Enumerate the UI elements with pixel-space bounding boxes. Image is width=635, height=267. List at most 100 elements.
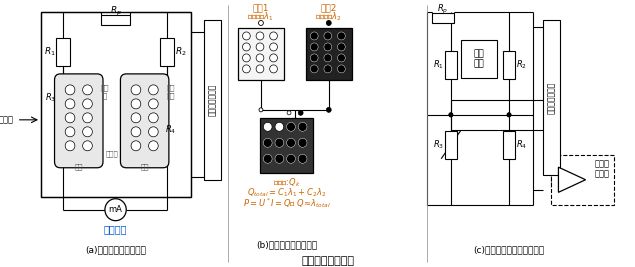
- Circle shape: [324, 43, 331, 51]
- Text: 样气
出: 样气 出: [101, 85, 109, 99]
- Text: 参比
气出: 参比 气出: [166, 85, 175, 99]
- Text: (c)双臂参比型电路连接示例: (c)双臂参比型电路连接示例: [474, 245, 545, 254]
- Circle shape: [337, 43, 345, 51]
- Circle shape: [507, 113, 511, 117]
- Bar: [432, 13, 454, 23]
- Text: 测量: 测量: [74, 163, 83, 170]
- Text: 混合气:$Q_k$: 混合气:$Q_k$: [272, 176, 300, 189]
- Circle shape: [286, 154, 295, 163]
- Text: mA: mA: [109, 205, 123, 214]
- Circle shape: [65, 85, 75, 95]
- FancyBboxPatch shape: [121, 74, 169, 168]
- Circle shape: [270, 54, 277, 62]
- Text: $R_p$: $R_p$: [110, 5, 121, 18]
- Circle shape: [243, 32, 250, 40]
- Circle shape: [275, 154, 284, 163]
- Circle shape: [311, 54, 318, 62]
- Text: 恒压源或恒流源: 恒压源或恒流源: [547, 81, 556, 113]
- Text: 零点
调节: 零点 调节: [474, 49, 485, 69]
- Text: $Q_{total}=C_1λ_1+C_2λ_2$: $Q_{total}=C_1λ_1+C_2λ_2$: [247, 186, 326, 199]
- Circle shape: [298, 122, 307, 131]
- Circle shape: [326, 107, 331, 112]
- Text: 测量信号: 测量信号: [104, 224, 128, 234]
- Circle shape: [65, 141, 75, 151]
- Circle shape: [337, 32, 345, 40]
- Bar: [543, 20, 560, 175]
- Text: 热导系数$λ_1$: 热导系数$λ_1$: [248, 11, 274, 23]
- Circle shape: [131, 99, 141, 109]
- Circle shape: [337, 65, 345, 73]
- Circle shape: [324, 65, 331, 73]
- Circle shape: [449, 113, 453, 117]
- Circle shape: [131, 127, 141, 137]
- Circle shape: [298, 138, 307, 147]
- Text: (b)双臂参比型原理示例: (b)双臂参比型原理示例: [256, 240, 318, 249]
- Text: $R_4$: $R_4$: [516, 139, 527, 151]
- Text: $R_2$: $R_2$: [516, 59, 527, 71]
- Text: 前置放
大电路: 前置放 大电路: [594, 159, 610, 178]
- Circle shape: [311, 43, 318, 51]
- Circle shape: [275, 122, 284, 131]
- Bar: [460, 40, 497, 78]
- Circle shape: [275, 138, 284, 147]
- Circle shape: [243, 65, 250, 73]
- Circle shape: [258, 21, 264, 25]
- Circle shape: [298, 110, 303, 115]
- Circle shape: [311, 32, 318, 40]
- Bar: [503, 131, 516, 159]
- Text: $R_1$: $R_1$: [44, 46, 56, 58]
- Circle shape: [449, 113, 453, 117]
- Circle shape: [105, 199, 126, 221]
- Circle shape: [131, 113, 141, 123]
- Circle shape: [256, 32, 264, 40]
- Circle shape: [311, 65, 318, 73]
- Bar: [444, 51, 457, 79]
- Circle shape: [149, 141, 158, 151]
- Circle shape: [287, 111, 291, 115]
- Circle shape: [298, 154, 307, 163]
- Text: $R_3$: $R_3$: [432, 139, 444, 151]
- Circle shape: [270, 43, 277, 51]
- Circle shape: [83, 127, 92, 137]
- Text: 组分1: 组分1: [253, 3, 269, 13]
- Text: 组分2: 组分2: [321, 3, 337, 13]
- Bar: [444, 131, 457, 159]
- Bar: [551, 155, 613, 205]
- Circle shape: [83, 141, 92, 151]
- Circle shape: [270, 32, 277, 40]
- Circle shape: [149, 113, 158, 123]
- Circle shape: [149, 85, 158, 95]
- Circle shape: [149, 99, 158, 109]
- Text: 双臂参比型检测器: 双臂参比型检测器: [302, 256, 354, 266]
- Bar: [101, 15, 130, 25]
- Circle shape: [256, 54, 264, 62]
- Circle shape: [270, 65, 277, 73]
- Text: 恒压源或恒流源: 恒压源或恒流源: [208, 84, 217, 116]
- Circle shape: [337, 54, 345, 62]
- Circle shape: [65, 113, 75, 123]
- Circle shape: [131, 141, 141, 151]
- Circle shape: [264, 122, 272, 131]
- Polygon shape: [558, 167, 585, 192]
- Circle shape: [83, 85, 92, 95]
- Text: $P=U^*I=Q$且 $Q≈λ_{total}$: $P=U^*I=Q$且 $Q≈λ_{total}$: [243, 196, 330, 210]
- Text: $R_4$: $R_4$: [165, 124, 177, 136]
- FancyBboxPatch shape: [55, 74, 103, 168]
- Circle shape: [324, 54, 331, 62]
- Text: 样气入: 样气入: [0, 115, 14, 124]
- Circle shape: [259, 108, 263, 112]
- Text: 参比: 参比: [140, 163, 149, 170]
- Circle shape: [286, 122, 295, 131]
- Text: $R_3$: $R_3$: [45, 92, 57, 104]
- Bar: [237, 28, 284, 80]
- Text: $R_p$: $R_p$: [438, 2, 449, 15]
- Circle shape: [507, 113, 511, 117]
- Circle shape: [65, 99, 75, 109]
- Circle shape: [149, 127, 158, 137]
- Circle shape: [65, 127, 75, 137]
- Circle shape: [264, 154, 272, 163]
- Bar: [57, 38, 70, 66]
- Text: (a)双臂参比型连接示意: (a)双臂参比型连接示意: [86, 245, 147, 254]
- Bar: [41, 12, 191, 197]
- Circle shape: [286, 138, 295, 147]
